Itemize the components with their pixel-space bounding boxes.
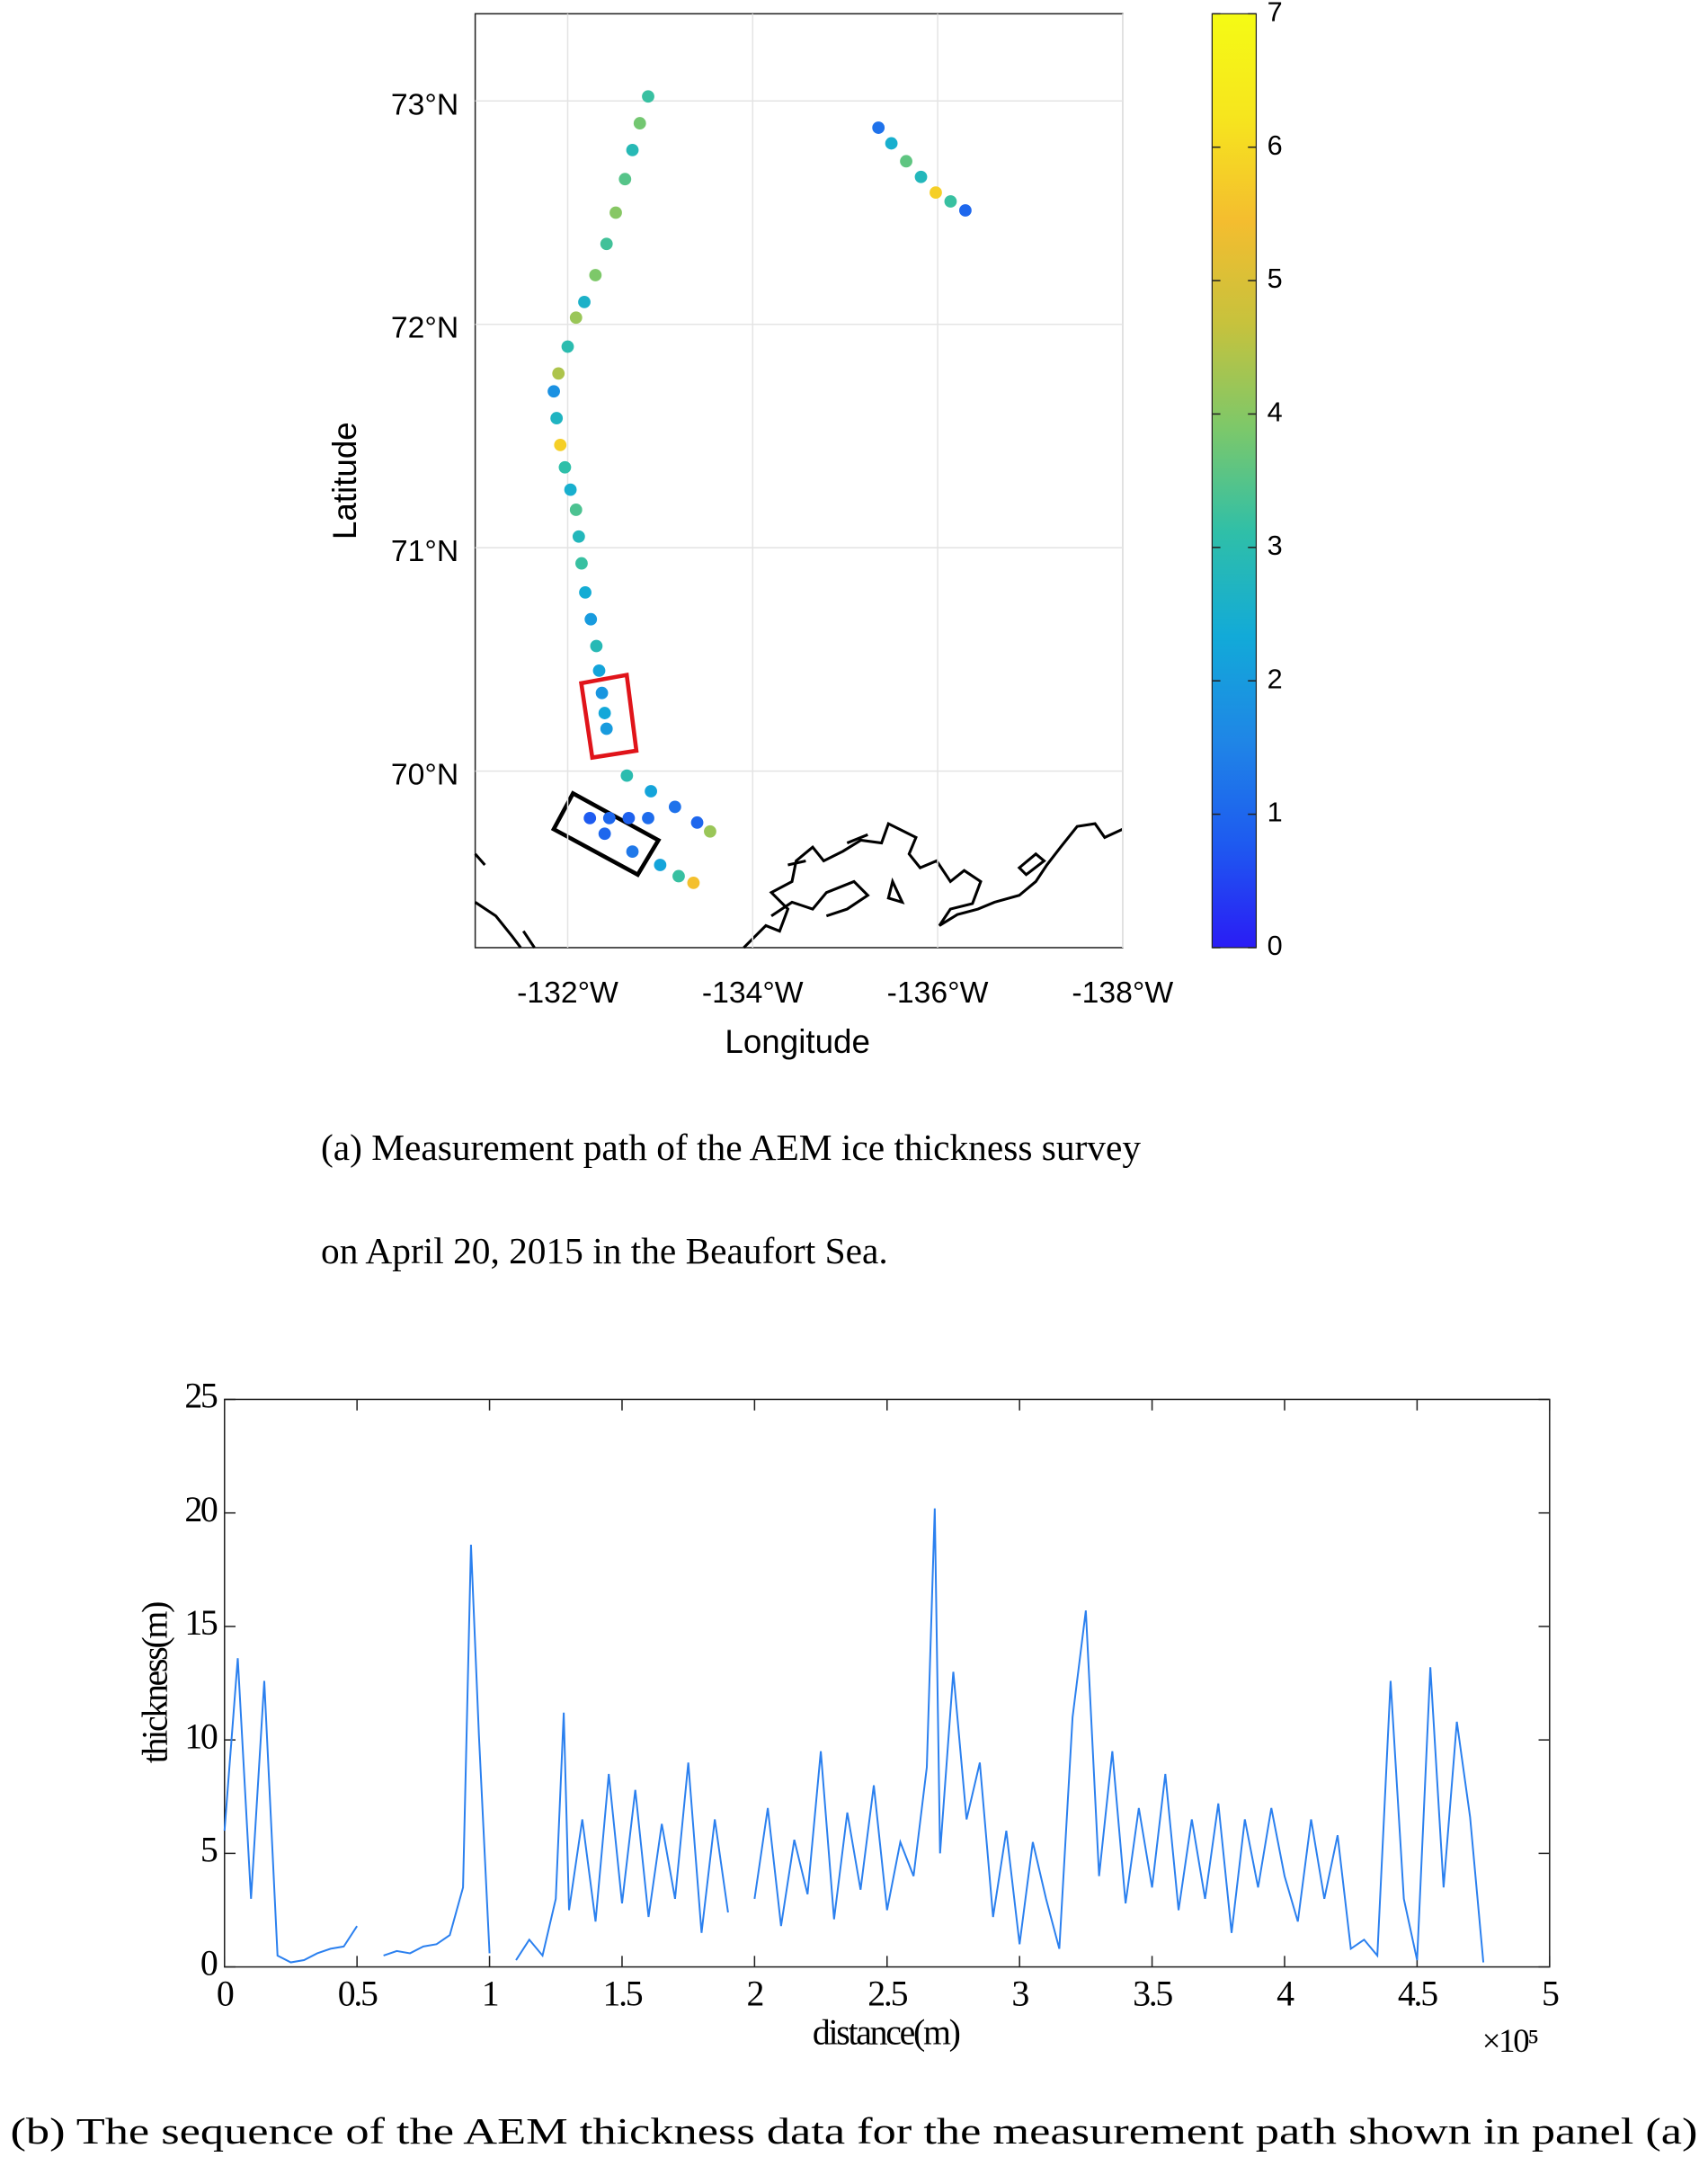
colorbar-tick-label: 4 bbox=[1268, 397, 1283, 428]
point bbox=[547, 385, 560, 398]
point bbox=[654, 859, 667, 871]
y-tick-label: 15 bbox=[184, 1603, 218, 1643]
highlight-box-black bbox=[550, 790, 662, 878]
point bbox=[578, 295, 591, 308]
x-tick-label: 3.5 bbox=[1133, 1974, 1172, 2013]
point bbox=[645, 785, 657, 798]
point bbox=[579, 585, 592, 599]
point bbox=[558, 460, 572, 474]
y-tick-label: 10 bbox=[184, 1716, 218, 1756]
caption-line: on April 20, 2015 in the Beaufort Sea. bbox=[321, 1230, 888, 1271]
caption-line: (a) Measurement path of the AEM ice thic… bbox=[321, 1127, 1141, 1169]
point bbox=[668, 800, 681, 814]
x-tick-label: -138°W bbox=[1072, 976, 1173, 1010]
x-axis-label: Longitude bbox=[725, 1023, 870, 1060]
point bbox=[600, 237, 613, 251]
x-tick-label: 1 bbox=[482, 1974, 498, 2013]
point bbox=[944, 195, 957, 208]
coastline bbox=[474, 821, 1124, 949]
point bbox=[900, 155, 912, 168]
x-tick-label: 1.5 bbox=[603, 1974, 643, 2013]
point bbox=[598, 827, 611, 841]
x-tick-label: 3 bbox=[1011, 1974, 1028, 2013]
point bbox=[687, 877, 700, 889]
y-tick-label: 25 bbox=[184, 1377, 218, 1416]
x-tick-label: 5 bbox=[1542, 1974, 1559, 2013]
colorbar-tick-label: 0 bbox=[1268, 931, 1283, 961]
colorbar-tick-label: 5 bbox=[1268, 263, 1283, 294]
colorbar-tick-label: 7 bbox=[1268, 0, 1283, 27]
y-tick-label: 0 bbox=[200, 1944, 218, 1983]
point bbox=[592, 664, 606, 677]
point bbox=[554, 438, 567, 451]
map-axes-box bbox=[474, 13, 1124, 949]
x-tick-label: 2.5 bbox=[867, 1974, 907, 2013]
y-axis-label: thickness(m) bbox=[135, 1602, 174, 1763]
point bbox=[602, 811, 616, 824]
x-tick-label: -136°W bbox=[887, 976, 989, 1010]
y-tick-label: 70°N bbox=[391, 758, 458, 792]
point bbox=[872, 121, 885, 134]
point bbox=[672, 869, 685, 883]
x-tick-label: 0.5 bbox=[338, 1974, 378, 2013]
point bbox=[584, 612, 598, 626]
point bbox=[598, 707, 611, 719]
x-axis-label: distance(m) bbox=[813, 2012, 960, 2052]
point bbox=[914, 170, 928, 183]
point bbox=[633, 117, 646, 129]
x-tick-label: 4 bbox=[1277, 1974, 1294, 2013]
point bbox=[569, 311, 583, 325]
point bbox=[885, 137, 898, 150]
colorbar-tick-label: 3 bbox=[1268, 530, 1283, 561]
point bbox=[642, 811, 654, 824]
data-line bbox=[223, 1508, 1485, 1964]
x-tick-label: 0 bbox=[217, 1974, 234, 2013]
colorbar-tick-label: 1 bbox=[1268, 798, 1283, 828]
x-tick-label: -132°W bbox=[517, 976, 618, 1010]
x-tick-label: -134°W bbox=[702, 976, 804, 1010]
x-tick-label: 4.5 bbox=[1398, 1974, 1437, 2013]
point bbox=[704, 824, 716, 838]
point bbox=[620, 769, 634, 782]
point bbox=[595, 686, 609, 700]
point bbox=[561, 340, 574, 353]
y-tick-label: 72°N bbox=[391, 311, 458, 345]
point bbox=[930, 186, 942, 199]
x-multiplier: ×10⁵ bbox=[1482, 2022, 1539, 2059]
point bbox=[626, 143, 639, 156]
point bbox=[626, 845, 639, 859]
point bbox=[552, 367, 565, 380]
y-tick-label: 73°N bbox=[391, 87, 458, 121]
point bbox=[575, 557, 588, 570]
point bbox=[590, 639, 603, 653]
point bbox=[622, 811, 636, 824]
point bbox=[600, 722, 613, 735]
y-axis-label: Latitude bbox=[326, 422, 363, 539]
colorbar bbox=[1211, 13, 1258, 949]
point bbox=[642, 90, 654, 103]
point bbox=[589, 269, 602, 281]
point bbox=[569, 504, 583, 516]
highlight-box-red bbox=[579, 672, 639, 761]
y-tick-label: 71°N bbox=[391, 534, 458, 568]
colorbar-tick-label: 2 bbox=[1268, 664, 1283, 694]
point bbox=[572, 530, 585, 543]
point bbox=[609, 206, 622, 219]
colorbar-tick-label: 6 bbox=[1268, 130, 1283, 161]
point bbox=[958, 204, 972, 217]
point bbox=[690, 816, 704, 829]
y-tick-label: 20 bbox=[184, 1490, 218, 1529]
plot-axes-box bbox=[223, 1398, 1551, 1968]
point bbox=[618, 173, 632, 186]
y-tick-label: 5 bbox=[200, 1831, 218, 1870]
point bbox=[564, 483, 577, 496]
caption: (b) The sequence of the AEM thickness da… bbox=[10, 2110, 1697, 2153]
x-tick-label: 2 bbox=[747, 1974, 763, 2013]
point bbox=[583, 811, 597, 824]
point bbox=[550, 412, 564, 424]
